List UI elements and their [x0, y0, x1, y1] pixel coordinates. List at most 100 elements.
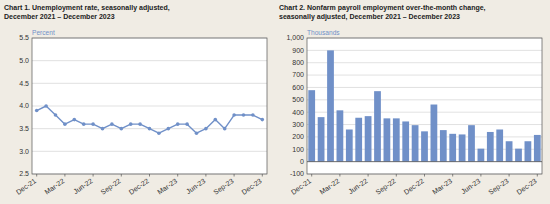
marker: [251, 113, 255, 117]
bar: [496, 129, 503, 161]
zero-line: [307, 161, 542, 162]
bar: [440, 130, 447, 162]
bar: [402, 121, 409, 161]
title-line: Chart 1. Unemployment rate, seasonally a…: [4, 4, 170, 12]
x-tick: [205, 174, 206, 177]
bar: [374, 91, 381, 161]
y-axis-label: Percent: [32, 29, 55, 36]
x-tick: [311, 174, 312, 177]
marker: [101, 127, 105, 131]
bar: [487, 132, 494, 162]
x-tick: [177, 174, 178, 177]
grid-line: [307, 87, 542, 88]
x-tick-label: Mar-23: [431, 177, 453, 196]
marker: [204, 127, 208, 131]
grid-line: [32, 60, 267, 61]
bar: [478, 149, 485, 162]
y-tick-label: 700: [292, 71, 304, 78]
chart-canvas: 2.53.03.54.04.55.05.5Dec-21Mar-22Jun-22S…: [0, 0, 550, 204]
x-tick-label: Dec-22: [403, 177, 426, 196]
x-tick: [149, 174, 150, 177]
y-tick-label: 3.0: [19, 148, 29, 155]
x-tick: [509, 174, 510, 177]
y-tick-label: 200: [292, 133, 304, 140]
grid-line: [307, 99, 542, 100]
y-tick-label: 5.5: [19, 34, 29, 41]
x-tick: [368, 174, 369, 177]
x-tick: [93, 174, 94, 177]
marker: [214, 118, 218, 122]
bar: [384, 118, 391, 161]
data-group: [308, 50, 540, 161]
marker: [148, 127, 152, 131]
x-tick: [36, 174, 37, 177]
x-tick-label: Mar-22: [318, 177, 340, 196]
grid-line: [32, 83, 267, 84]
y-tick-label: 2.5: [19, 170, 29, 177]
grid-line: [307, 75, 542, 76]
marker: [82, 122, 86, 126]
x-tick-label: Mar-22: [43, 177, 65, 196]
bar: [308, 90, 315, 161]
y-tick-label: 300: [292, 121, 304, 128]
marker: [176, 122, 180, 126]
marker: [44, 104, 48, 108]
panel: 2.53.03.54.04.55.05.5Dec-21Mar-22Jun-22S…: [4, 4, 267, 197]
frame: [32, 38, 267, 174]
bar: [346, 129, 353, 161]
bar: [421, 131, 428, 161]
y-tick-label: 600: [292, 84, 304, 91]
x-tick: [64, 174, 65, 177]
title: Chart 2. Nonfarm payroll employment over…: [279, 4, 486, 21]
x-tick-label: Jun-22: [347, 177, 369, 195]
y-tick-label: 5.0: [19, 57, 29, 64]
marker: [232, 113, 236, 117]
x-tick: [121, 174, 122, 177]
x-tick: [396, 174, 397, 177]
bar: [355, 118, 362, 162]
bar: [327, 50, 334, 161]
x-tick-label: Sep-23: [212, 177, 235, 197]
x-tick: [480, 174, 481, 177]
marker: [195, 131, 199, 135]
x-tick: [452, 174, 453, 177]
title-line: December 2021 – December 2023: [4, 13, 115, 20]
marker: [157, 131, 161, 135]
marker: [120, 127, 124, 131]
bar: [534, 135, 541, 162]
marker: [185, 122, 189, 126]
bar: [468, 125, 475, 161]
y-tick-label: 500: [292, 96, 304, 103]
bar: [318, 117, 325, 162]
y-tick-label: 800: [292, 59, 304, 66]
bar: [449, 134, 456, 162]
marker: [110, 122, 114, 126]
grid-line: [32, 106, 267, 107]
x-tick-label: Dec-23: [515, 177, 538, 196]
bar: [506, 141, 513, 161]
bar: [365, 116, 372, 161]
bar: [431, 105, 438, 162]
y-tick-label: 3.5: [19, 125, 29, 132]
bar: [459, 134, 466, 161]
y-tick-label: 0: [300, 158, 304, 165]
marker: [129, 122, 133, 126]
panel: -10001002003004005006007008009001,000Dec…: [279, 4, 542, 197]
plot-area: [307, 38, 542, 174]
y-tick-label: -100: [290, 170, 304, 177]
line: [37, 106, 263, 133]
y-axis-label: Thousands: [307, 29, 340, 36]
plot-area: [32, 38, 267, 174]
bar: [393, 118, 400, 161]
x-tick: [234, 174, 235, 177]
title: Chart 1. Unemployment rate, seasonally a…: [4, 4, 170, 20]
x-tick-label: Dec-22: [128, 177, 151, 196]
x-tick-label: Dec-23: [240, 177, 263, 196]
x-tick-label: Sep-22: [374, 177, 397, 197]
marker: [54, 113, 58, 117]
frame: [307, 38, 542, 174]
marker: [35, 109, 39, 113]
y-tick-label: 400: [292, 109, 304, 116]
title-line: Chart 2. Nonfarm payroll employment over…: [279, 4, 486, 12]
y-tick-label: 4.5: [19, 80, 29, 87]
